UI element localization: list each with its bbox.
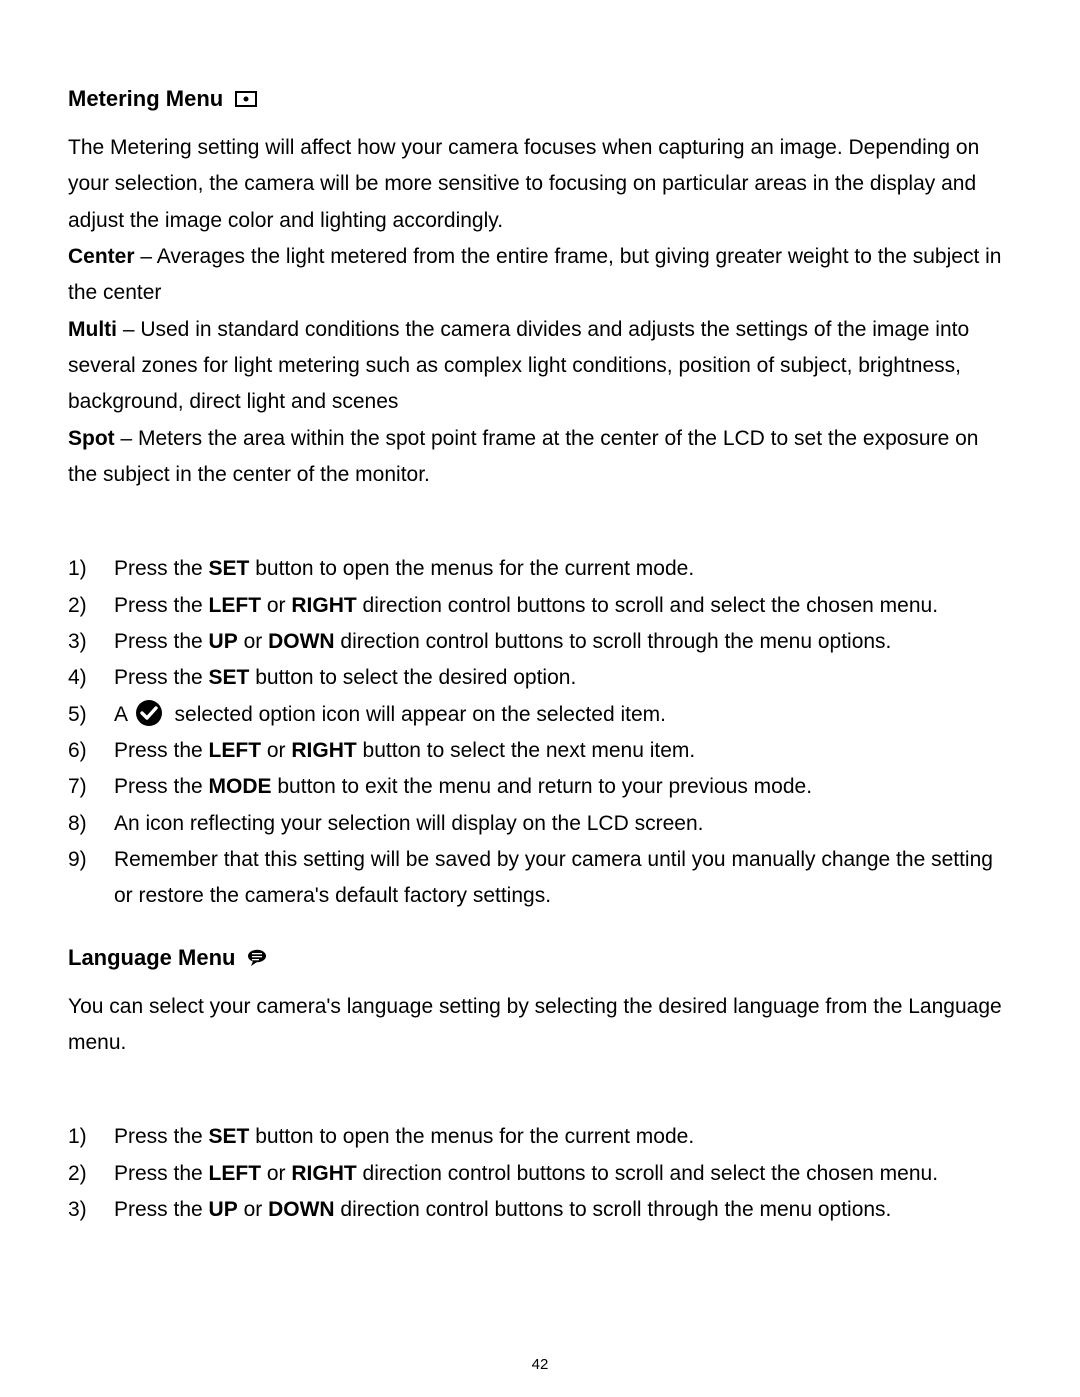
text-bold: LEFT <box>209 739 262 762</box>
text: Press the <box>114 557 209 580</box>
text-bold: DOWN <box>268 1198 335 1221</box>
list-item: 7) Press the MODE button to exit the men… <box>68 769 1012 805</box>
step-number: 1) <box>68 551 114 587</box>
text: button to select the next menu item. <box>357 739 696 762</box>
metering-center: Center – Averages the light metered from… <box>68 239 1012 312</box>
list-item: 2) Press the LEFT or RIGHT direction con… <box>68 1156 1012 1192</box>
text: direction control buttons to scroll and … <box>357 1162 938 1185</box>
list-item: 3) Press the UP or DOWN direction contro… <box>68 1192 1012 1228</box>
list-item: 4) Press the SET button to select the de… <box>68 660 1012 696</box>
text-bold: RIGHT <box>291 594 356 617</box>
step-number: 5) <box>68 697 114 733</box>
text: button to select the desired option. <box>249 666 576 689</box>
text: or <box>238 630 268 653</box>
text-bold: DOWN <box>268 630 335 653</box>
step-number: 3) <box>68 1192 114 1228</box>
step-text: Remember that this setting will be saved… <box>114 842 1012 915</box>
list-item: 1) Press the SET button to open the menu… <box>68 1119 1012 1155</box>
text-bold: LEFT <box>209 1162 262 1185</box>
step-text: Press the SET button to open the menus f… <box>114 1119 1012 1155</box>
metering-heading: Metering Menu <box>68 86 1012 112</box>
text-bold: UP <box>209 1198 238 1221</box>
text: or <box>261 739 291 762</box>
step-number: 9) <box>68 842 114 878</box>
step-text: Press the UP or DOWN direction control b… <box>114 624 1012 660</box>
multi-text: – Used in standard conditions the camera… <box>68 318 969 414</box>
text: or <box>261 594 291 617</box>
step-number: 2) <box>68 588 114 624</box>
text: Press the <box>114 666 209 689</box>
step-text: Press the LEFT or RIGHT button to select… <box>114 733 1012 769</box>
step-text: A selected option icon will appear on th… <box>114 697 1012 733</box>
step-number: 6) <box>68 733 114 769</box>
list-item: 9) Remember that this setting will be sa… <box>68 842 1012 915</box>
list-item: 2) Press the LEFT or RIGHT direction con… <box>68 588 1012 624</box>
text-bold: UP <box>209 630 238 653</box>
step-text: Press the SET button to select the desir… <box>114 660 1012 696</box>
text-bold: SET <box>209 557 250 580</box>
list-item: 1) Press the SET button to open the menu… <box>68 551 1012 587</box>
metering-heading-text: Metering Menu <box>68 86 223 112</box>
metering-steps-list: 1) Press the SET button to open the menu… <box>68 551 1012 914</box>
step-number: 8) <box>68 806 114 842</box>
language-heading: Language Menu <box>68 945 1012 971</box>
text-bold: RIGHT <box>291 1162 356 1185</box>
text: or <box>238 1198 268 1221</box>
text: button to open the menus for the current… <box>249 557 694 580</box>
text: Press the <box>114 1198 209 1221</box>
text-bold: RIGHT <box>291 739 356 762</box>
spot-text: – Meters the area within the spot point … <box>68 427 978 486</box>
text: button to exit the menu and return to yo… <box>272 775 812 798</box>
step-text: Press the LEFT or RIGHT direction contro… <box>114 588 1012 624</box>
step-number: 4) <box>68 660 114 696</box>
step-number: 3) <box>68 624 114 660</box>
metering-spot: Spot – Meters the area within the spot p… <box>68 421 1012 494</box>
metering-icon <box>235 91 257 107</box>
text: Press the <box>114 630 209 653</box>
language-heading-text: Language Menu <box>68 945 235 971</box>
step-number: 7) <box>68 769 114 805</box>
text-bold: SET <box>209 1125 250 1148</box>
list-item: 8) An icon reflecting your selection wil… <box>68 806 1012 842</box>
language-icon <box>247 949 267 967</box>
checkmark-icon <box>135 699 163 727</box>
text: Press the <box>114 1162 209 1185</box>
metering-multi: Multi – Used in standard conditions the … <box>68 312 1012 421</box>
page-number: 42 <box>0 1356 1080 1373</box>
text: Press the <box>114 775 209 798</box>
text: button to open the menus for the current… <box>249 1125 694 1148</box>
text: Press the <box>114 1125 209 1148</box>
step-text: Press the LEFT or RIGHT direction contro… <box>114 1156 1012 1192</box>
list-item: 5) A selected option icon will appear on… <box>68 697 1012 733</box>
list-item: 6) Press the LEFT or RIGHT button to sel… <box>68 733 1012 769</box>
step-text: Press the SET button to open the menus f… <box>114 551 1012 587</box>
text: Press the <box>114 739 209 762</box>
text-bold: SET <box>209 666 250 689</box>
text: A <box>114 703 133 726</box>
language-steps-list: 1) Press the SET button to open the menu… <box>68 1119 1012 1228</box>
text: selected option icon will appear on the … <box>175 703 666 726</box>
document-page: Metering Menu The Metering setting will … <box>0 0 1080 1397</box>
text: direction control buttons to scroll thro… <box>335 630 892 653</box>
metering-intro: The Metering setting will affect how you… <box>68 130 1012 239</box>
step-text: Press the UP or DOWN direction control b… <box>114 1192 1012 1228</box>
center-text: – Averages the light metered from the en… <box>68 245 1001 304</box>
spot-label: Spot <box>68 427 115 450</box>
text-bold: MODE <box>209 775 272 798</box>
step-text: An icon reflecting your selection will d… <box>114 806 1012 842</box>
text: direction control buttons to scroll thro… <box>335 1198 892 1221</box>
multi-label: Multi <box>68 318 117 341</box>
step-text: Press the MODE button to exit the menu a… <box>114 769 1012 805</box>
text: or <box>261 1162 291 1185</box>
center-label: Center <box>68 245 135 268</box>
step-number: 1) <box>68 1119 114 1155</box>
text: direction control buttons to scroll and … <box>357 594 938 617</box>
list-item: 3) Press the UP or DOWN direction contro… <box>68 624 1012 660</box>
text: Press the <box>114 594 209 617</box>
step-number: 2) <box>68 1156 114 1192</box>
language-intro: You can select your camera's language se… <box>68 989 1012 1062</box>
text-bold: LEFT <box>209 594 262 617</box>
